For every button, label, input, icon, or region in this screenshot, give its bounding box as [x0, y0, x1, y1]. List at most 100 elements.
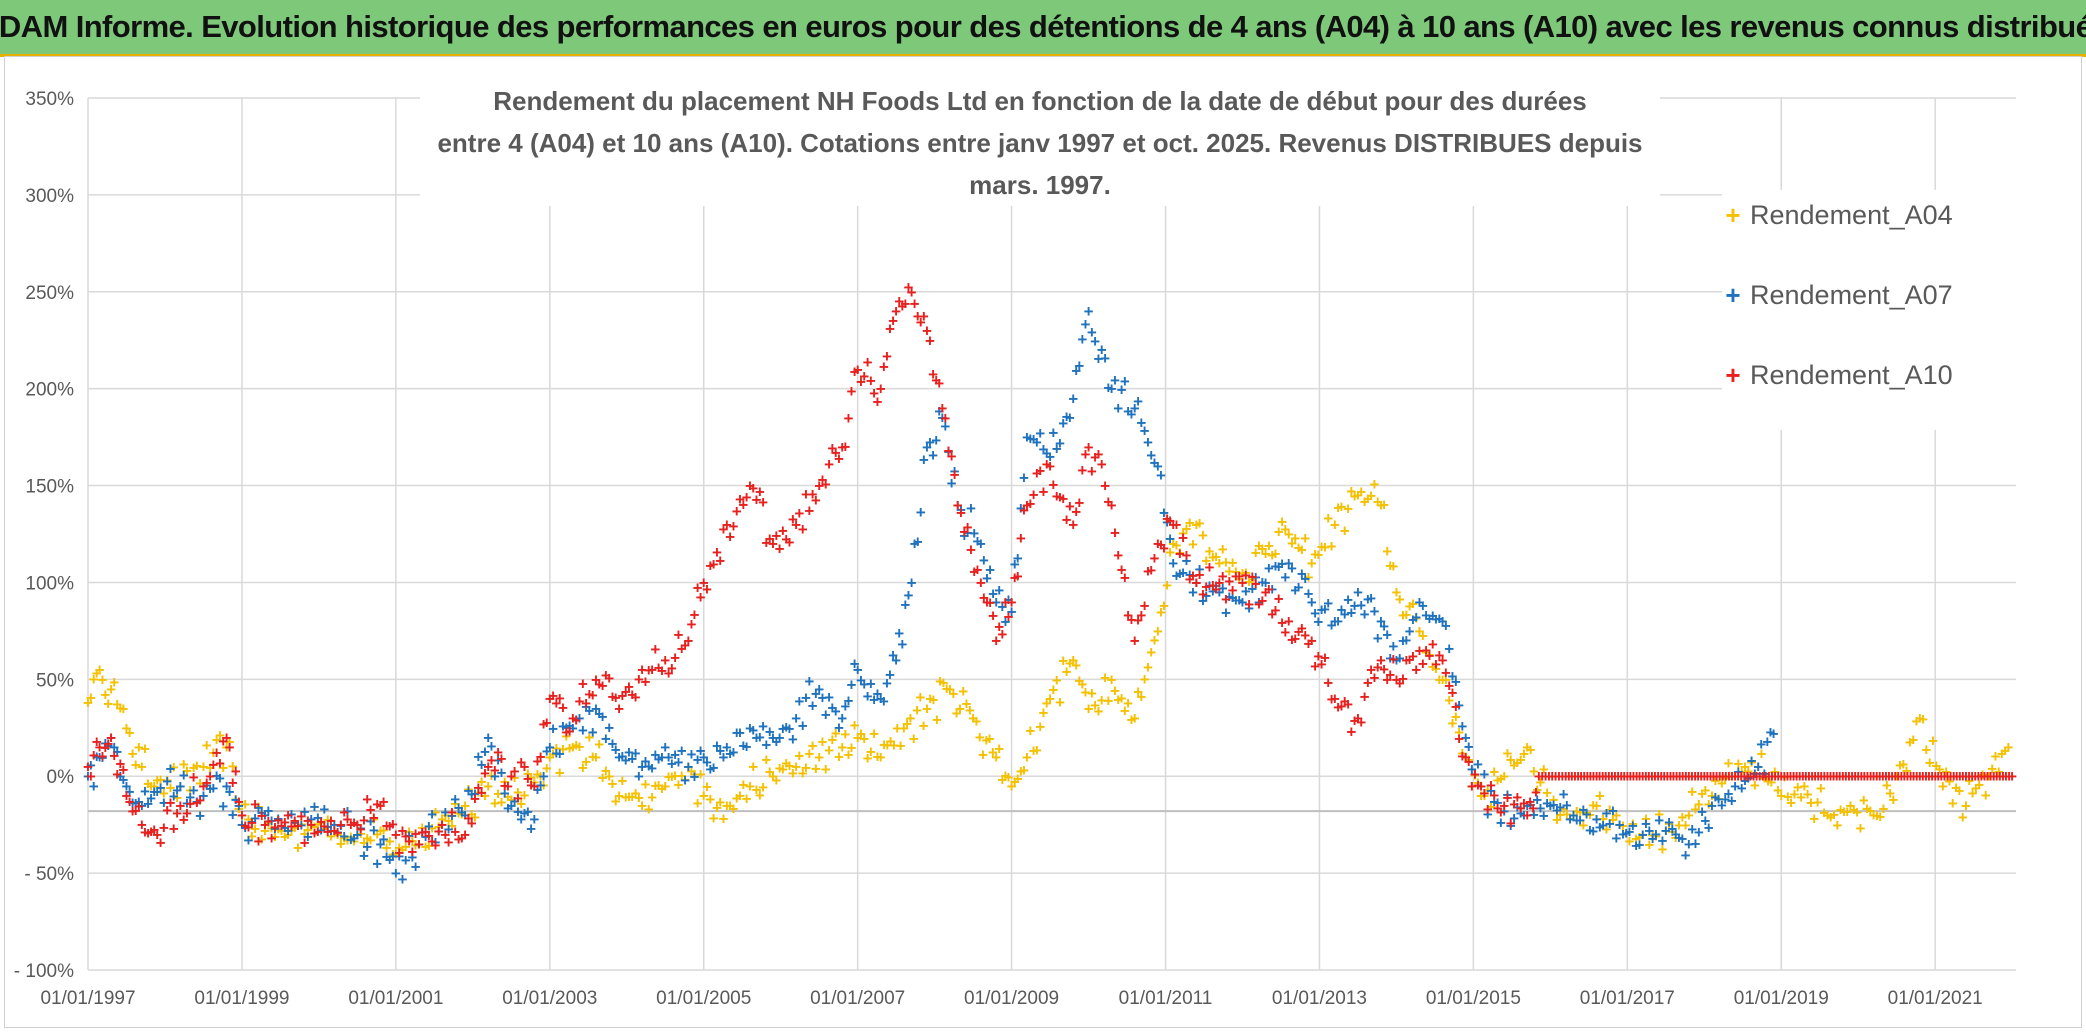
- data-point: +: [575, 738, 585, 757]
- data-point: +: [1758, 767, 1768, 786]
- data-point: +: [1634, 836, 1644, 855]
- data-point: +: [1846, 796, 1856, 815]
- data-point: +: [1113, 691, 1123, 710]
- data-point: +: [1261, 583, 1271, 602]
- data-point: +: [1117, 380, 1127, 399]
- data-point: +: [460, 796, 470, 815]
- data-point: +: [869, 384, 879, 403]
- data-point: +: [1915, 767, 1925, 786]
- data-point: +: [310, 797, 320, 816]
- data-point: +: [205, 779, 215, 798]
- data-point: +: [533, 765, 543, 784]
- series-rendement-a10: ++++++++++++++++++++++++++++++++++++++++…: [83, 278, 2017, 863]
- data-point: +: [1107, 380, 1117, 399]
- data-point: +: [907, 283, 917, 302]
- data-point: +: [931, 371, 941, 390]
- data-point: +: [146, 822, 156, 841]
- data-point: +: [673, 753, 683, 772]
- data-point: +: [1915, 709, 1925, 728]
- data-point: +: [1671, 829, 1681, 848]
- data-point: +: [1819, 803, 1829, 822]
- data-point: +: [103, 734, 113, 753]
- page-banner: ADAM Informe. Evolution historique des p…: [0, 0, 2086, 57]
- data-point: +: [391, 845, 401, 864]
- data-point: +: [112, 695, 122, 714]
- data-point: +: [1195, 560, 1205, 579]
- data-point: +: [761, 533, 771, 552]
- data-point: +: [1025, 722, 1035, 741]
- data-point: +: [1303, 568, 1313, 587]
- data-point: +: [1793, 778, 1803, 797]
- data-point: +: [228, 806, 238, 825]
- data-point: +: [1601, 767, 1611, 786]
- data-point: +: [1366, 589, 1376, 608]
- data-point: +: [1084, 438, 1094, 457]
- data-point: +: [897, 635, 907, 654]
- data-point: +: [988, 606, 998, 625]
- y-tick-label: - 50%: [24, 864, 74, 885]
- data-point: +: [300, 802, 310, 821]
- data-point: +: [1346, 723, 1356, 742]
- data-point: +: [1798, 767, 1808, 786]
- data-point: +: [673, 776, 683, 795]
- data-point: +: [712, 798, 722, 817]
- data-point: +: [1875, 767, 1885, 786]
- data-point: +: [316, 813, 326, 832]
- data-point: +: [1431, 655, 1441, 674]
- data-point: +: [1117, 561, 1127, 580]
- data-point: +: [1902, 762, 1912, 781]
- data-point: +: [140, 739, 150, 758]
- data-point: +: [1779, 767, 1789, 786]
- data-point: +: [1946, 767, 1956, 786]
- legend-item-a10: + Rendement_A10: [1722, 360, 1952, 391]
- data-point: +: [1211, 580, 1221, 599]
- data-point: +: [1997, 744, 2007, 763]
- data-point: +: [699, 573, 709, 592]
- data-point: +: [818, 470, 828, 489]
- data-point: +: [231, 790, 241, 809]
- data-point: +: [86, 756, 96, 775]
- data-point: +: [437, 816, 447, 835]
- data-point: +: [1123, 694, 1133, 713]
- data-point: +: [1588, 767, 1598, 786]
- data-point: +: [1752, 767, 1762, 786]
- plus-marker-icon: +: [1725, 360, 1741, 390]
- data-point: +: [526, 776, 536, 795]
- data-point: +: [1555, 798, 1565, 817]
- data-point: +: [963, 523, 973, 542]
- data-point: +: [1625, 767, 1635, 786]
- data-point: +: [454, 830, 464, 849]
- data-point: +: [1126, 405, 1136, 424]
- data-point: +: [208, 756, 218, 775]
- data-point: +: [1191, 515, 1201, 534]
- data-point: +: [1921, 767, 1931, 786]
- data-point: +: [397, 822, 407, 841]
- data-point: +: [631, 784, 641, 803]
- data-point: +: [1052, 487, 1062, 506]
- data-point: +: [1516, 799, 1526, 818]
- plus-marker-icon: +: [1725, 280, 1741, 310]
- x-tick-label: 01/01/2001: [348, 988, 443, 1009]
- data-point: +: [1565, 810, 1575, 829]
- data-point: +: [1025, 429, 1035, 448]
- data-point: +: [1045, 690, 1055, 709]
- data-point: +: [755, 728, 765, 747]
- data-point: +: [938, 673, 948, 692]
- data-point: +: [2001, 767, 2011, 786]
- data-point: +: [1535, 799, 1545, 818]
- data-point: +: [500, 773, 510, 792]
- data-point: +: [182, 804, 192, 823]
- data-point: +: [693, 751, 703, 770]
- data-point: +: [565, 722, 575, 741]
- data-point: +: [1336, 697, 1346, 716]
- data-point: +: [624, 677, 634, 696]
- data-point: +: [1776, 767, 1786, 786]
- data-point: +: [818, 732, 828, 751]
- data-point: +: [775, 540, 785, 559]
- data-point: +: [1068, 651, 1078, 670]
- data-point: +: [1330, 612, 1340, 631]
- data-point: +: [185, 795, 195, 814]
- data-point: +: [719, 810, 729, 829]
- data-point: +: [175, 777, 185, 796]
- data-point: +: [973, 532, 983, 551]
